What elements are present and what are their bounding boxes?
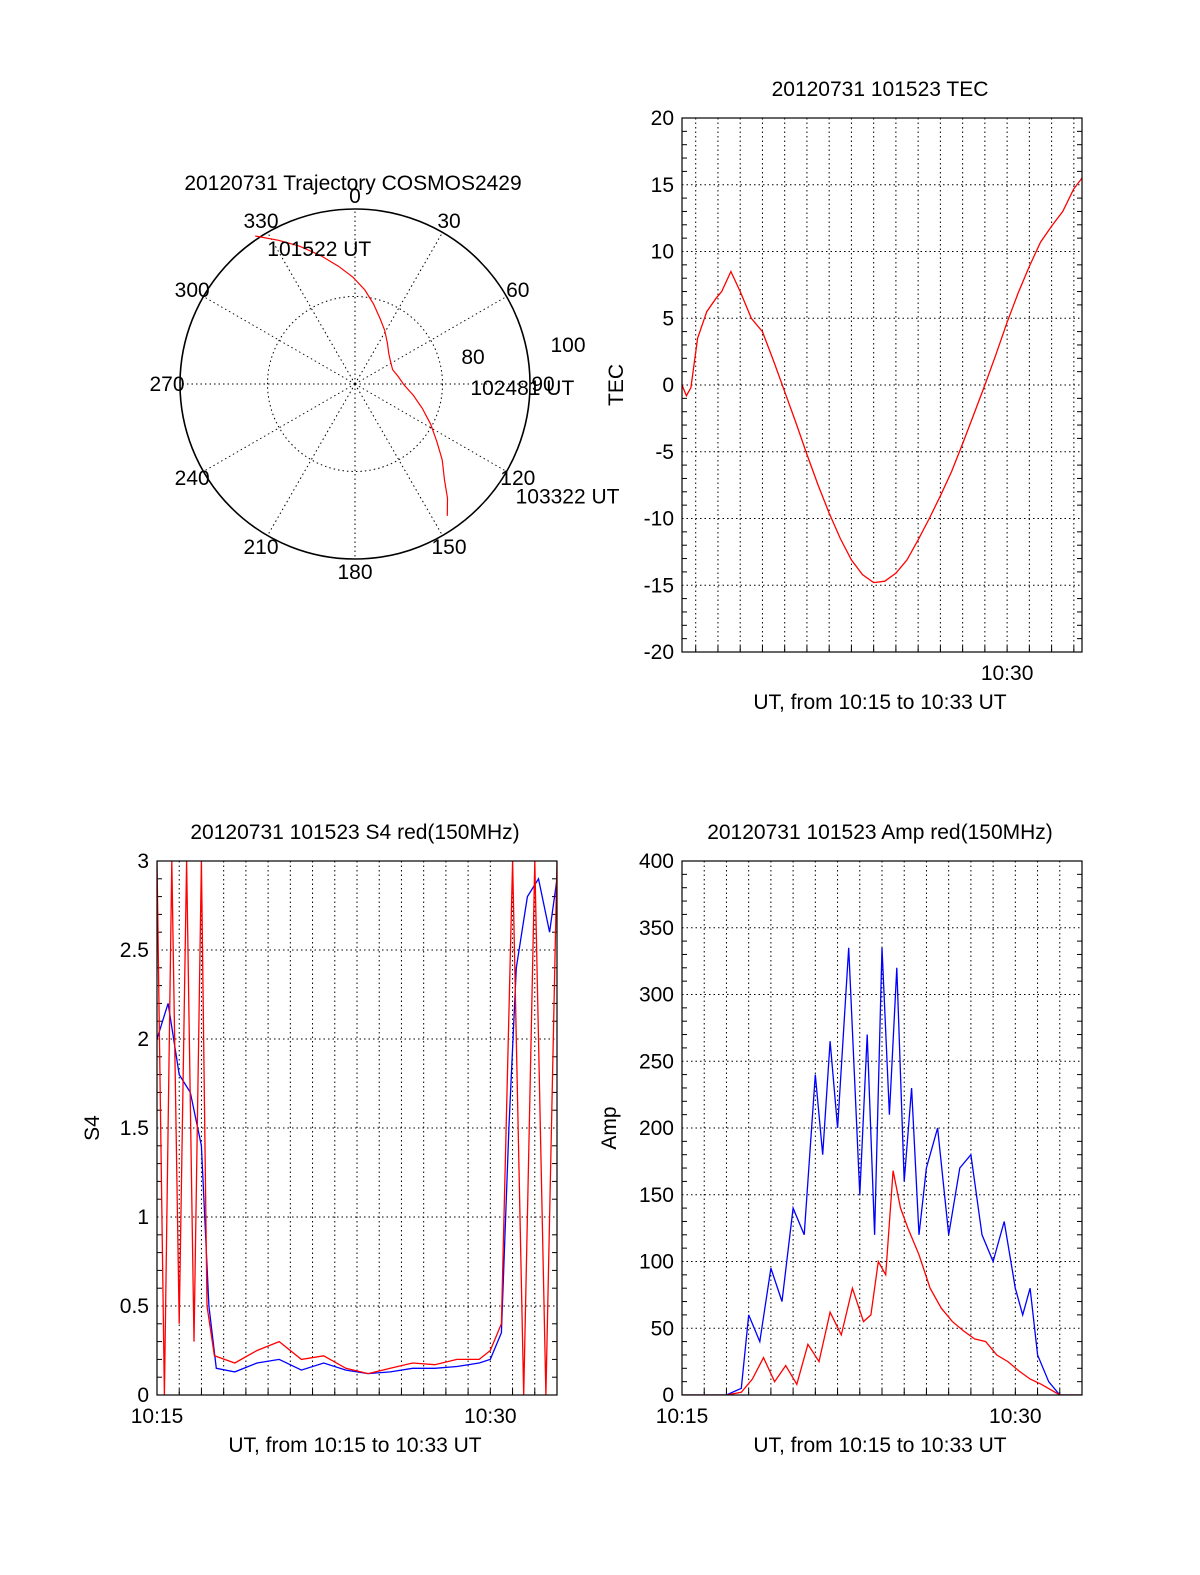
polar-annotations: 101522 UT 102481 UT 103322 UT bbox=[267, 238, 619, 508]
polar-outer-circle bbox=[179, 208, 531, 560]
tec-title: 20120731 101523 TEC bbox=[772, 78, 989, 101]
y-tick-label: 0 bbox=[662, 1384, 674, 1407]
polar-angle-label: 30 bbox=[437, 210, 460, 233]
tec-chart-panel: 20120731 101523 TEC -20 -15 -10 -5 0 5 10 15 20 1… bbox=[605, 78, 1083, 714]
x-tick-label: 10:30 bbox=[989, 1405, 1042, 1428]
polar-angle-label: 300 bbox=[175, 279, 210, 302]
satellite-track-line bbox=[255, 235, 449, 516]
s4-xlabel: UT, from 10:15 to 10:33 UT bbox=[228, 1434, 481, 1457]
plot-frame bbox=[681, 117, 1083, 653]
y-tick-label: 300 bbox=[639, 984, 674, 1007]
y-tick-label: 0 bbox=[662, 374, 674, 397]
x-tick-label: 10:30 bbox=[981, 662, 1034, 685]
y-tick-label: 200 bbox=[639, 1117, 674, 1140]
y-tick-label: 2.5 bbox=[120, 939, 149, 962]
y-tick-label: 1.5 bbox=[120, 1117, 149, 1140]
x-tick-label: 10:30 bbox=[464, 1405, 517, 1428]
y-tick-label: -10 bbox=[644, 508, 674, 531]
polar-grid bbox=[179, 208, 531, 560]
plot-frame bbox=[681, 860, 1083, 1396]
y-tick-label: -20 bbox=[644, 641, 674, 664]
series-line-0 bbox=[682, 177, 1082, 584]
polar-angle-label: 90 bbox=[531, 373, 554, 396]
series-line-0 bbox=[157, 877, 557, 1375]
y-tick-label: 15 bbox=[651, 174, 674, 197]
polar-angle-label: 330 bbox=[243, 210, 278, 233]
x-tick-label: 10:15 bbox=[131, 1405, 184, 1428]
s4-plot-area: 0 0.5 1 1.5 2 2.5 3 10:15 10:30 bbox=[120, 850, 558, 1428]
series-line-0 bbox=[682, 947, 1082, 1395]
polar-angle-label: 180 bbox=[337, 561, 372, 584]
polar-angle-labels: 0 30 60 90 120 150 180 210 240 270 300 330 80 100 bbox=[149, 185, 585, 584]
polar-angle-label: 270 bbox=[149, 373, 184, 396]
polar-radial-label: 80 bbox=[461, 346, 484, 369]
tec-ylabel: TEC bbox=[605, 364, 628, 406]
amp-title: 20120731 101523 Amp red(150MHz) bbox=[707, 821, 1053, 844]
series-line-1 bbox=[682, 1170, 1082, 1395]
trajectory-polar-panel: 20120731 Trajectory COSMOS2429 0 30 60 90 12… bbox=[149, 172, 619, 584]
y-tick-label: 1 bbox=[137, 1206, 149, 1229]
s4-title: 20120731 101523 S4 red(150MHz) bbox=[190, 821, 519, 844]
polar-angle-label: 0 bbox=[349, 185, 361, 208]
y-tick-label: 10 bbox=[651, 241, 674, 264]
polar-radial-label: 100 bbox=[550, 334, 585, 357]
polar-angle-label: 120 bbox=[500, 467, 535, 490]
s4-ylabel: S4 bbox=[81, 1115, 104, 1141]
x-tick-label: 10:15 bbox=[656, 1405, 709, 1428]
s4-chart-panel: 20120731 101523 S4 red(150MHz) 0 0.5 1 1.5 2… bbox=[81, 821, 558, 1457]
tec-xlabel: UT, from 10:15 to 10:33 UT bbox=[753, 691, 1006, 714]
polar-title: 20120731 Trajectory COSMOS2429 bbox=[184, 172, 521, 195]
polar-spoke-210 bbox=[267, 383, 356, 536]
y-tick-label: 150 bbox=[639, 1184, 674, 1207]
polar-time-annotation: 101522 UT bbox=[267, 238, 371, 261]
plot-frame bbox=[156, 860, 558, 1396]
polar-time-annotation: 103322 UT bbox=[516, 485, 620, 508]
tec-plot-area: -20 -15 -10 -5 0 5 10 15 20 10:30 bbox=[644, 107, 1083, 685]
y-tick-label: 0.5 bbox=[120, 1295, 149, 1318]
y-tick-label: 250 bbox=[639, 1050, 674, 1073]
series-line-1 bbox=[157, 861, 557, 1395]
y-tick-label: 50 bbox=[651, 1317, 674, 1340]
polar-angle-label: 240 bbox=[175, 467, 210, 490]
amp-plot-area: 0 50 100 150 200 250 300 350 400 10:15 10:30 bbox=[639, 850, 1083, 1428]
y-tick-label: 20 bbox=[651, 107, 674, 130]
y-tick-label: 100 bbox=[639, 1251, 674, 1274]
y-tick-label: 400 bbox=[639, 850, 674, 873]
polar-ring-50 bbox=[267, 296, 443, 472]
amp-xlabel: UT, from 10:15 to 10:33 UT bbox=[753, 1434, 1006, 1457]
polar-spoke-60 bbox=[354, 296, 507, 385]
polar-angle-label: 60 bbox=[506, 279, 529, 302]
y-tick-label: -5 bbox=[655, 441, 674, 464]
polar-angle-label: 210 bbox=[243, 536, 278, 559]
polar-spoke-240 bbox=[203, 383, 356, 472]
y-tick-label: 2 bbox=[137, 1028, 149, 1051]
polar-angle-label: 150 bbox=[431, 536, 466, 559]
y-tick-label: 5 bbox=[662, 307, 674, 330]
polar-time-annotation: 102481 UT bbox=[470, 377, 574, 400]
y-tick-label: 350 bbox=[639, 917, 674, 940]
amp-ylabel: Amp bbox=[598, 1106, 621, 1149]
y-tick-label: -15 bbox=[644, 574, 674, 597]
y-tick-label: 3 bbox=[137, 850, 149, 873]
y-tick-label: 0 bbox=[137, 1384, 149, 1407]
amp-chart-panel: 20120731 101523 Amp red(150MHz) 0 50 100 15… bbox=[598, 821, 1083, 1457]
